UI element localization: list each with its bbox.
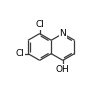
Text: OH: OH	[56, 65, 70, 74]
Text: N: N	[60, 29, 66, 38]
Text: Cl: Cl	[35, 20, 44, 29]
Text: Cl: Cl	[15, 49, 24, 58]
